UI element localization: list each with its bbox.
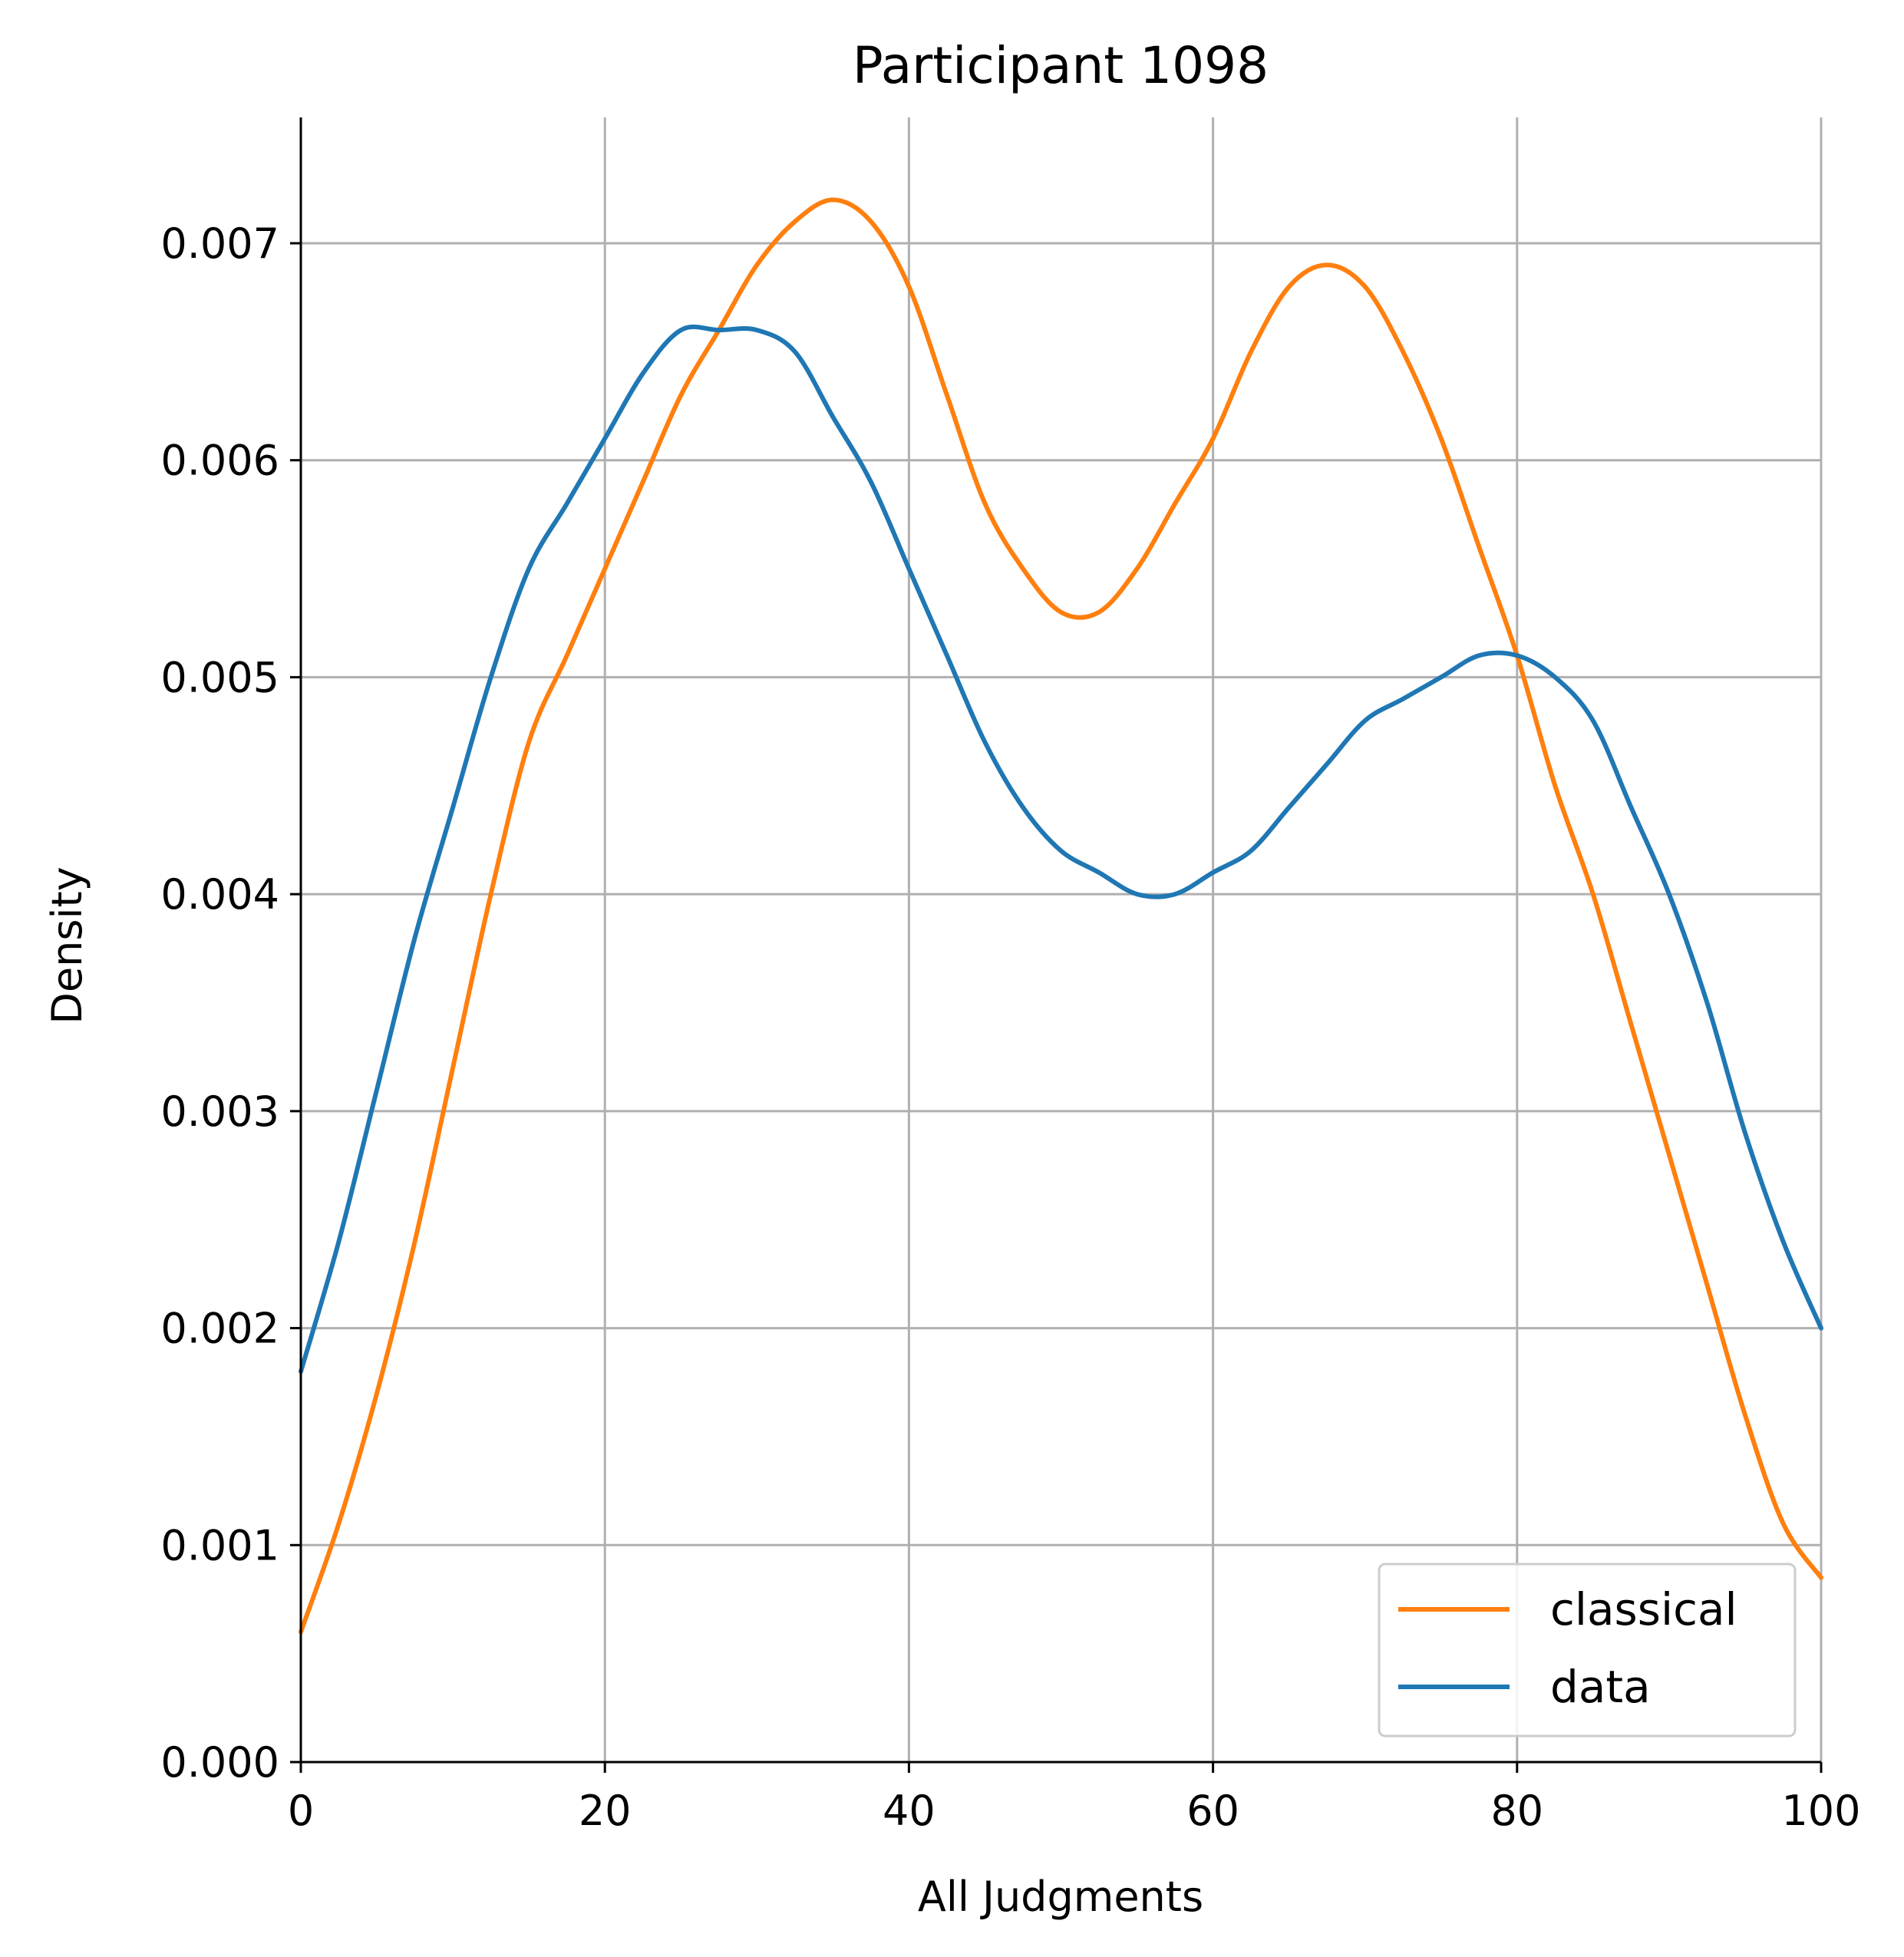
legend: classical data [1378, 1563, 1797, 1738]
x-tick-label: 100 [1781, 1787, 1860, 1835]
y-tick-label: 0.003 [160, 1087, 279, 1136]
x-tick-label: 0 [288, 1787, 314, 1835]
grid [299, 117, 1823, 1762]
chart-title: Participant 1098 [853, 36, 1269, 95]
y-tick-label: 0.001 [160, 1521, 279, 1569]
x-tick-label: 80 [1490, 1787, 1543, 1835]
legend-label-classical: classical [1550, 1583, 1737, 1635]
series-lines [299, 197, 1823, 1635]
y-tick-label: 0.004 [160, 870, 279, 919]
y-tick-label: 0.007 [160, 219, 279, 268]
axes [299, 117, 1821, 1764]
y-tick-label: 0.000 [160, 1738, 279, 1787]
y-tick-label: 0.002 [160, 1305, 279, 1353]
y-tick-label: 0.005 [160, 653, 279, 701]
series-line-data [299, 324, 1823, 1375]
legend-label-data: data [1550, 1661, 1651, 1713]
y-tick-label: 0.006 [160, 437, 279, 485]
y-axis-label: Density [43, 866, 91, 1024]
ticks: 0 20 40 60 80 100 0.000 0.001 0.002 0.003 0.004 0.0… [160, 219, 1860, 1835]
series-line-classical [299, 197, 1823, 1635]
x-tick-label: 60 [1186, 1787, 1239, 1835]
x-axis-label: All Judgments [918, 1873, 1203, 1921]
x-tick-label: 20 [579, 1787, 632, 1835]
x-tick-label: 40 [883, 1787, 936, 1835]
